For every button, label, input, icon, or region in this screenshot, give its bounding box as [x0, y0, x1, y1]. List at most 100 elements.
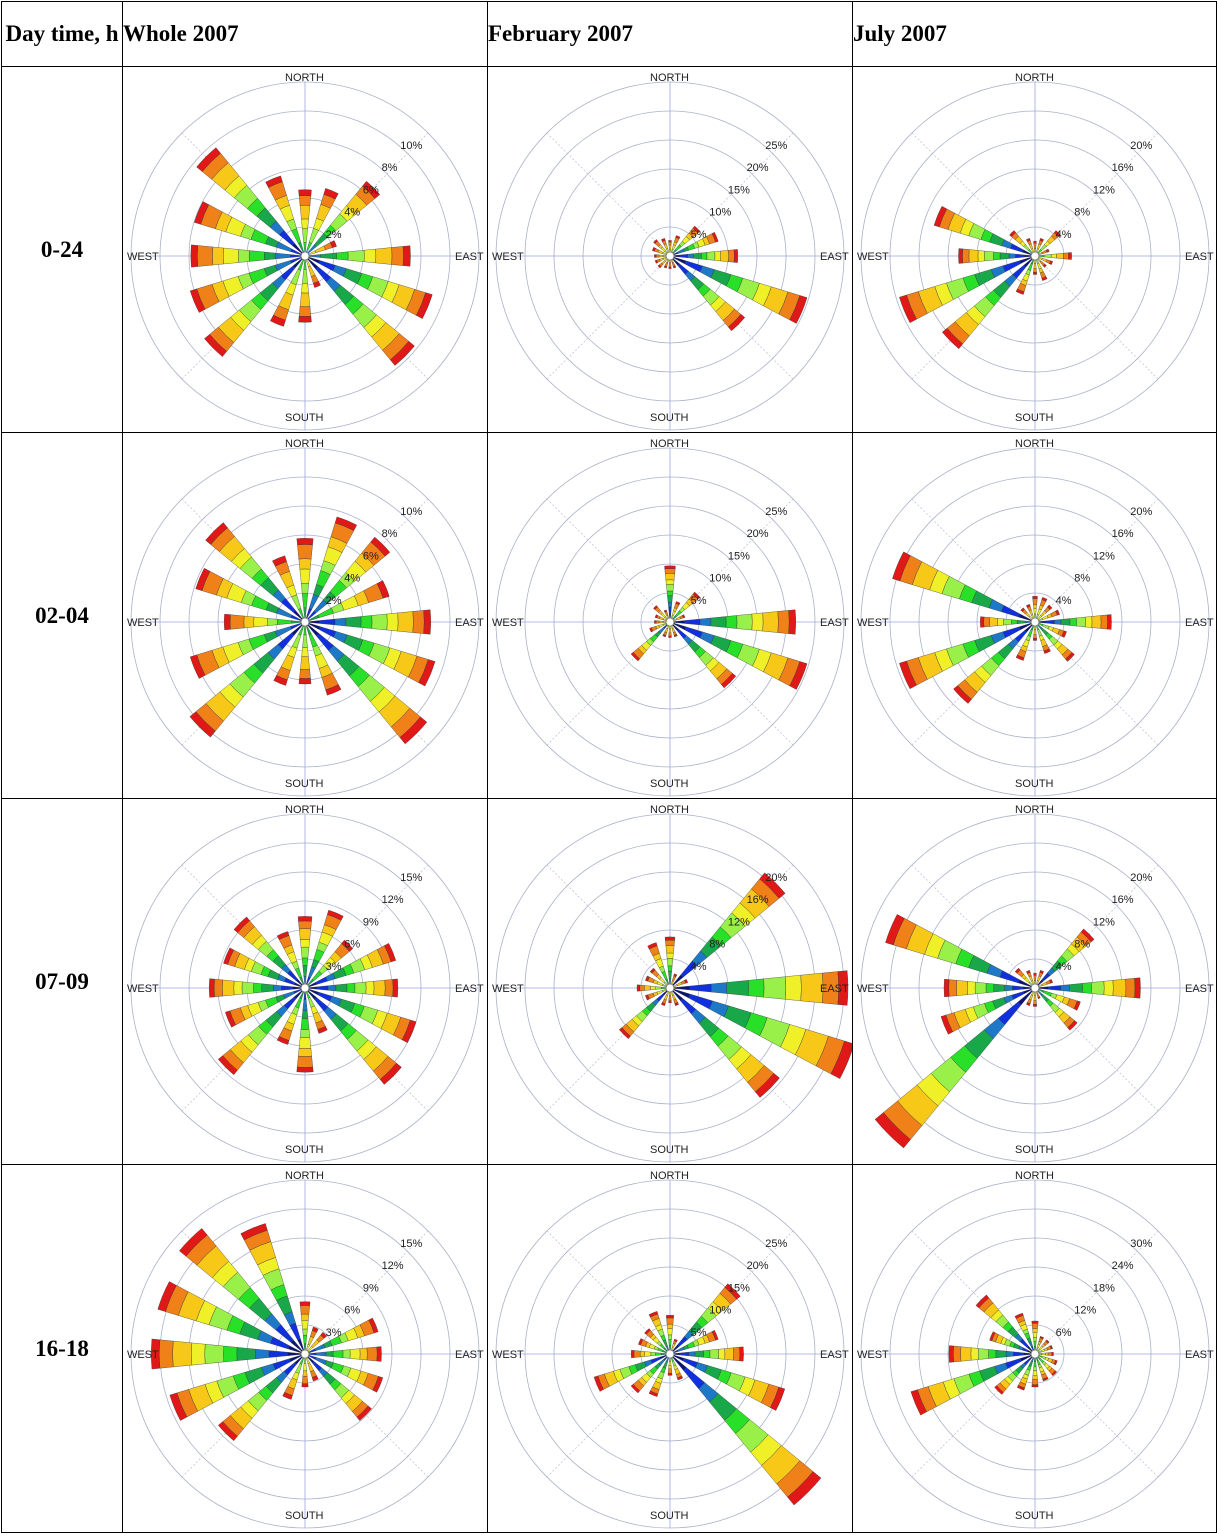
petal-segment: [299, 1029, 311, 1038]
north-label: NORTH: [1015, 72, 1054, 84]
north-label: NORTH: [650, 438, 689, 450]
west-label: WEST: [127, 983, 159, 995]
petal-segment: [693, 252, 702, 260]
petal-segment: [307, 1336, 314, 1346]
east-label: EAST: [820, 251, 849, 263]
ring-label: 5%: [691, 229, 707, 241]
petal-segment: [672, 265, 677, 269]
petal-segment: [662, 633, 667, 638]
wind-rose-chart: 5%10% 15% 20% 25% NORTH SOUTH EAST WEST: [492, 1170, 849, 1529]
petal-segment: [789, 661, 808, 690]
petal-segment: [197, 245, 214, 267]
petal-segment: [668, 632, 672, 637]
petal-segment: [666, 584, 674, 592]
petal-segment: [759, 872, 786, 899]
petal-segment: [261, 983, 274, 993]
center-circle: [300, 983, 310, 993]
petal-segment: [661, 986, 667, 990]
petal-segment: [720, 250, 729, 262]
rose-cell: 5% 10% 15% 20% 25% NORTH SOUTH EAST WEST: [487, 432, 853, 799]
petal-segment: [1049, 1345, 1053, 1350]
rose-cell: 5% 10% 15% 20% 25% NORTH SOUTH EAST WEST: [487, 1164, 853, 1533]
petal-segment: [233, 980, 243, 996]
petal-segment: [315, 1351, 327, 1357]
north-label: NORTH: [285, 438, 324, 450]
petal-segment: [334, 516, 357, 531]
petal-segment: [1049, 979, 1053, 984]
petal-segment: [657, 264, 662, 269]
petal-segment: [196, 147, 221, 172]
petal-segment: [1033, 629, 1037, 635]
petal-segment: [1043, 648, 1051, 654]
petal-segment: [301, 583, 309, 594]
east-label: EAST: [1185, 983, 1214, 995]
petal-segment: [1045, 1352, 1049, 1356]
petal-segment: [662, 255, 667, 257]
petal-segment: [999, 252, 1010, 260]
petal-segment: [668, 1345, 672, 1351]
north-label: NORTH: [285, 804, 324, 816]
petal-segment: [402, 245, 411, 267]
petal-segment: [301, 1383, 309, 1388]
ring-label: 8%: [1074, 573, 1090, 585]
table-row: 02-04 2% 4% 6% 8% 10% NORTH SOUTH EAST WEST 5% 10…: [1, 432, 1217, 799]
petal-segment: [953, 1345, 962, 1363]
petal-segment: [307, 1362, 314, 1372]
petal-segment: [684, 979, 688, 984]
petal-segment: [276, 1036, 290, 1045]
east-label: EAST: [1185, 1349, 1214, 1361]
ring-label: 3%: [326, 961, 342, 973]
ring-label: 8%: [709, 939, 725, 951]
petal-segment: [1103, 980, 1114, 996]
petal-segment: [728, 314, 746, 332]
petal-segment: [208, 978, 215, 998]
petal-segment: [236, 1347, 256, 1361]
polar-grid: [495, 81, 845, 431]
petal-segment: [1073, 1000, 1081, 1011]
north-label: NORTH: [285, 1170, 324, 1182]
petal-segment: [1033, 268, 1037, 273]
petal-segment: [654, 614, 659, 619]
petal-segment: [710, 616, 727, 628]
petal-segment: [1012, 985, 1024, 991]
wind-rose-chart: 4%8%12% 16% 20% NORTH SOUTH EAST WEST: [857, 438, 1214, 797]
petal-segment: [1042, 624, 1050, 630]
petal-segment: [300, 946, 310, 959]
petal-segment: [728, 249, 735, 263]
petal-segment: [667, 1368, 673, 1374]
petal-segment: [721, 673, 737, 689]
petal-segment: [1068, 252, 1072, 260]
petal-segment: [238, 249, 250, 263]
grid-spoke: [1034, 498, 1159, 623]
petal-segment: [644, 985, 651, 991]
east-label: EAST: [820, 983, 849, 995]
west-label: WEST: [492, 1349, 524, 1361]
petal-segment: [264, 251, 276, 261]
ring-label: 16%: [1112, 528, 1134, 540]
petal-segment: [272, 984, 282, 992]
petal-segment: [984, 250, 994, 262]
petal-segment: [668, 606, 672, 614]
petal-segment: [619, 1027, 631, 1039]
petal-segment: [150, 1338, 161, 1370]
petal-segment: [1045, 248, 1050, 253]
petal-segment: [1043, 254, 1052, 258]
petal-segment: [663, 609, 668, 613]
grid-spoke: [1034, 1230, 1159, 1355]
petal-segment: [303, 1363, 307, 1372]
petal-segment: [1076, 616, 1086, 628]
petal-segment: [1016, 1385, 1025, 1391]
petal-segment: [1023, 986, 1032, 990]
petal-segment: [677, 1375, 684, 1381]
petal-segment: [649, 627, 654, 633]
row-label: 0-24: [1, 66, 123, 433]
petal-segment: [330, 240, 337, 248]
petal-segment: [373, 979, 386, 997]
ring-label: 10%: [709, 1305, 731, 1317]
petal-segment: [1047, 604, 1053, 610]
petal-segment: [1039, 1336, 1044, 1340]
petal-segment: [1047, 985, 1061, 991]
south-label: SOUTH: [285, 778, 324, 790]
ring-label: 6%: [1056, 1327, 1072, 1339]
rose-cell: 4% 8% 12% 16% 20% NORTH SOUTH EAST WEST: [852, 798, 1217, 1165]
